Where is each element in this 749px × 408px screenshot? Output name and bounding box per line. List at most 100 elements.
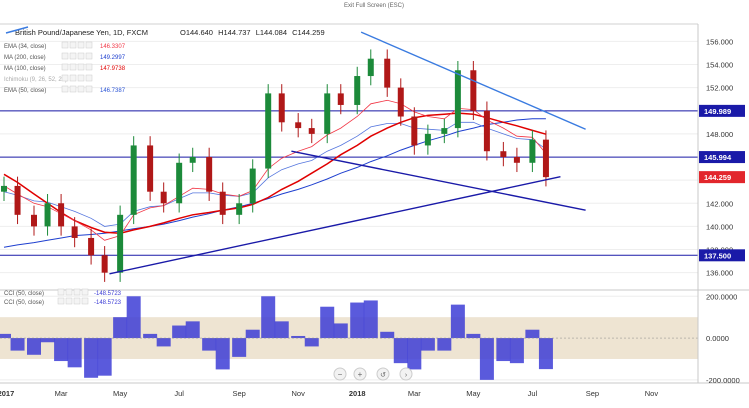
- indicator-control-icon[interactable]: [65, 297, 73, 305]
- ohlc-readout: O144.640 H144.737 L144.084 C144.259: [180, 28, 325, 37]
- indicator-control-icon[interactable]: [69, 52, 77, 60]
- indicator-control-icon[interactable]: [61, 52, 69, 60]
- trendline[interactable]: [109, 175, 561, 275]
- candle-body: [441, 128, 448, 134]
- indicator-name[interactable]: EMA (34, close): [4, 44, 46, 50]
- candle-body: [31, 214, 37, 227]
- cci-bar: [54, 338, 69, 362]
- cci-bar: [380, 331, 395, 339]
- indicator-control-icon[interactable]: [73, 297, 81, 305]
- cci-bar: [450, 304, 465, 339]
- candle-body: [265, 93, 272, 169]
- indicator-control-icon[interactable]: [85, 41, 93, 49]
- trendlines: [109, 31, 586, 275]
- indicator-control-icon[interactable]: [85, 74, 93, 82]
- indicator-control-icon[interactable]: [85, 85, 93, 93]
- candle-body: [219, 191, 226, 215]
- trendline[interactable]: [360, 31, 586, 130]
- scroll-right-button[interactable]: [399, 367, 413, 381]
- cci-indicator-value: -148.5723: [94, 300, 122, 306]
- candle-body: [236, 203, 243, 215]
- indicator-control-icon[interactable]: [77, 74, 85, 82]
- indicator-control-icon[interactable]: [73, 288, 81, 296]
- indicator-control-icon[interactable]: [69, 41, 77, 49]
- price-tick-label: 136.000: [706, 269, 733, 278]
- indicator-control-icon[interactable]: [69, 74, 77, 82]
- candle-body: [454, 70, 461, 129]
- indicator-control-icon[interactable]: [77, 52, 85, 60]
- cci-bar: [466, 333, 481, 339]
- cci-legend: CCI (50, close) -148.5723 CCI (50, close) -…: [4, 288, 122, 306]
- cci-bar: [350, 302, 365, 339]
- cci-bar: [304, 338, 319, 347]
- indicator-control-icon[interactable]: [81, 297, 89, 305]
- candle-body: [1, 185, 7, 192]
- last-price-label: 144.259: [704, 173, 731, 182]
- drawing-segment[interactable]: [5, 26, 29, 34]
- candle-body: [324, 93, 331, 134]
- cci-bar: [202, 338, 217, 351]
- chart-title: British Pound/Japanese Yen, 1D, FXCM: [15, 28, 148, 37]
- indicator-control-icon[interactable]: [65, 288, 73, 296]
- zoom-out-button[interactable]: [333, 367, 347, 381]
- indicator-control-icon[interactable]: [57, 297, 65, 305]
- exit-fullscreen-button[interactable]: Exit Full Screen (ESC): [344, 3, 404, 9]
- candle-body: [500, 151, 507, 157]
- cci-bar: [232, 338, 247, 357]
- indicator-control-icon[interactable]: [61, 74, 69, 82]
- indicator-control-icon[interactable]: [69, 85, 77, 93]
- reset-button[interactable]: [376, 367, 390, 381]
- indicator-control-icon[interactable]: [77, 41, 85, 49]
- trendline[interactable]: [291, 150, 586, 211]
- candle-body: [278, 93, 285, 123]
- cci-bar: [0, 333, 11, 339]
- candle-body: [424, 133, 431, 146]
- candle-body: [308, 128, 315, 134]
- indicator-control-icon[interactable]: [61, 85, 69, 93]
- zoom-in-button[interactable]: [353, 367, 367, 381]
- time-tick-label: Mar: [408, 389, 421, 398]
- price-tick-label: 140.000: [706, 222, 733, 231]
- cci-axis[interactable]: 200.0000 0.0000 -200.0000: [706, 292, 740, 385]
- candle-body: [529, 139, 536, 163]
- legend: British Pound/Japanese Yen, 1D, FXCM O14…: [4, 28, 325, 306]
- chevron-right-icon: ›: [405, 372, 408, 379]
- indicator-control-icon[interactable]: [77, 85, 85, 93]
- indicator-control-icon[interactable]: [81, 288, 89, 296]
- ma100-line: [3, 112, 547, 235]
- price-tick-label: 148.000: [706, 130, 733, 139]
- candle-body: [176, 162, 183, 204]
- cci-bar: [437, 338, 452, 351]
- candle-body: [295, 122, 302, 129]
- candle-body: [354, 76, 361, 105]
- level-price-tag: [699, 249, 745, 262]
- indicator-control-icon[interactable]: [69, 63, 77, 71]
- indicator-control-icon[interactable]: [77, 63, 85, 71]
- time-axis[interactable]: 2017 Mar May Jul Sep Nov 2018 Mar May Jul Sep Nov: [0, 389, 658, 398]
- candle-body: [14, 185, 21, 215]
- indicator-name[interactable]: MA (100, close): [4, 66, 46, 72]
- indicator-control-icon[interactable]: [57, 288, 65, 296]
- ohlc-open: 144.640: [186, 28, 213, 37]
- indicator-name[interactable]: EMA (50, close): [4, 88, 46, 94]
- cci-bar: [215, 338, 230, 370]
- indicator-control-icon[interactable]: [61, 41, 69, 49]
- indicator-control-icon[interactable]: [61, 63, 69, 71]
- time-tick-label: 2017: [0, 389, 14, 398]
- cci-histogram: [0, 296, 553, 380]
- cci-bar: [40, 338, 55, 343]
- cci-indicator-name[interactable]: CCI (50, close): [4, 291, 44, 297]
- time-tick-label: May: [466, 389, 480, 398]
- candle-body: [71, 226, 78, 238]
- indicator-control-icon[interactable]: [85, 63, 93, 71]
- last-price-tag: [699, 171, 745, 184]
- cci-bar: [333, 323, 348, 339]
- indicator-control-icon[interactable]: [85, 52, 93, 60]
- cci-indicator-name[interactable]: CCI (50, close): [4, 300, 44, 306]
- indicator-name[interactable]: MA (200, close): [4, 55, 46, 61]
- indicator-name[interactable]: Ichimoku (9, 26, 52, 26): [4, 77, 67, 83]
- time-tick-label: Nov: [645, 389, 659, 398]
- candle-body: [147, 145, 154, 192]
- cci-tick-label: -200.0000: [706, 376, 740, 385]
